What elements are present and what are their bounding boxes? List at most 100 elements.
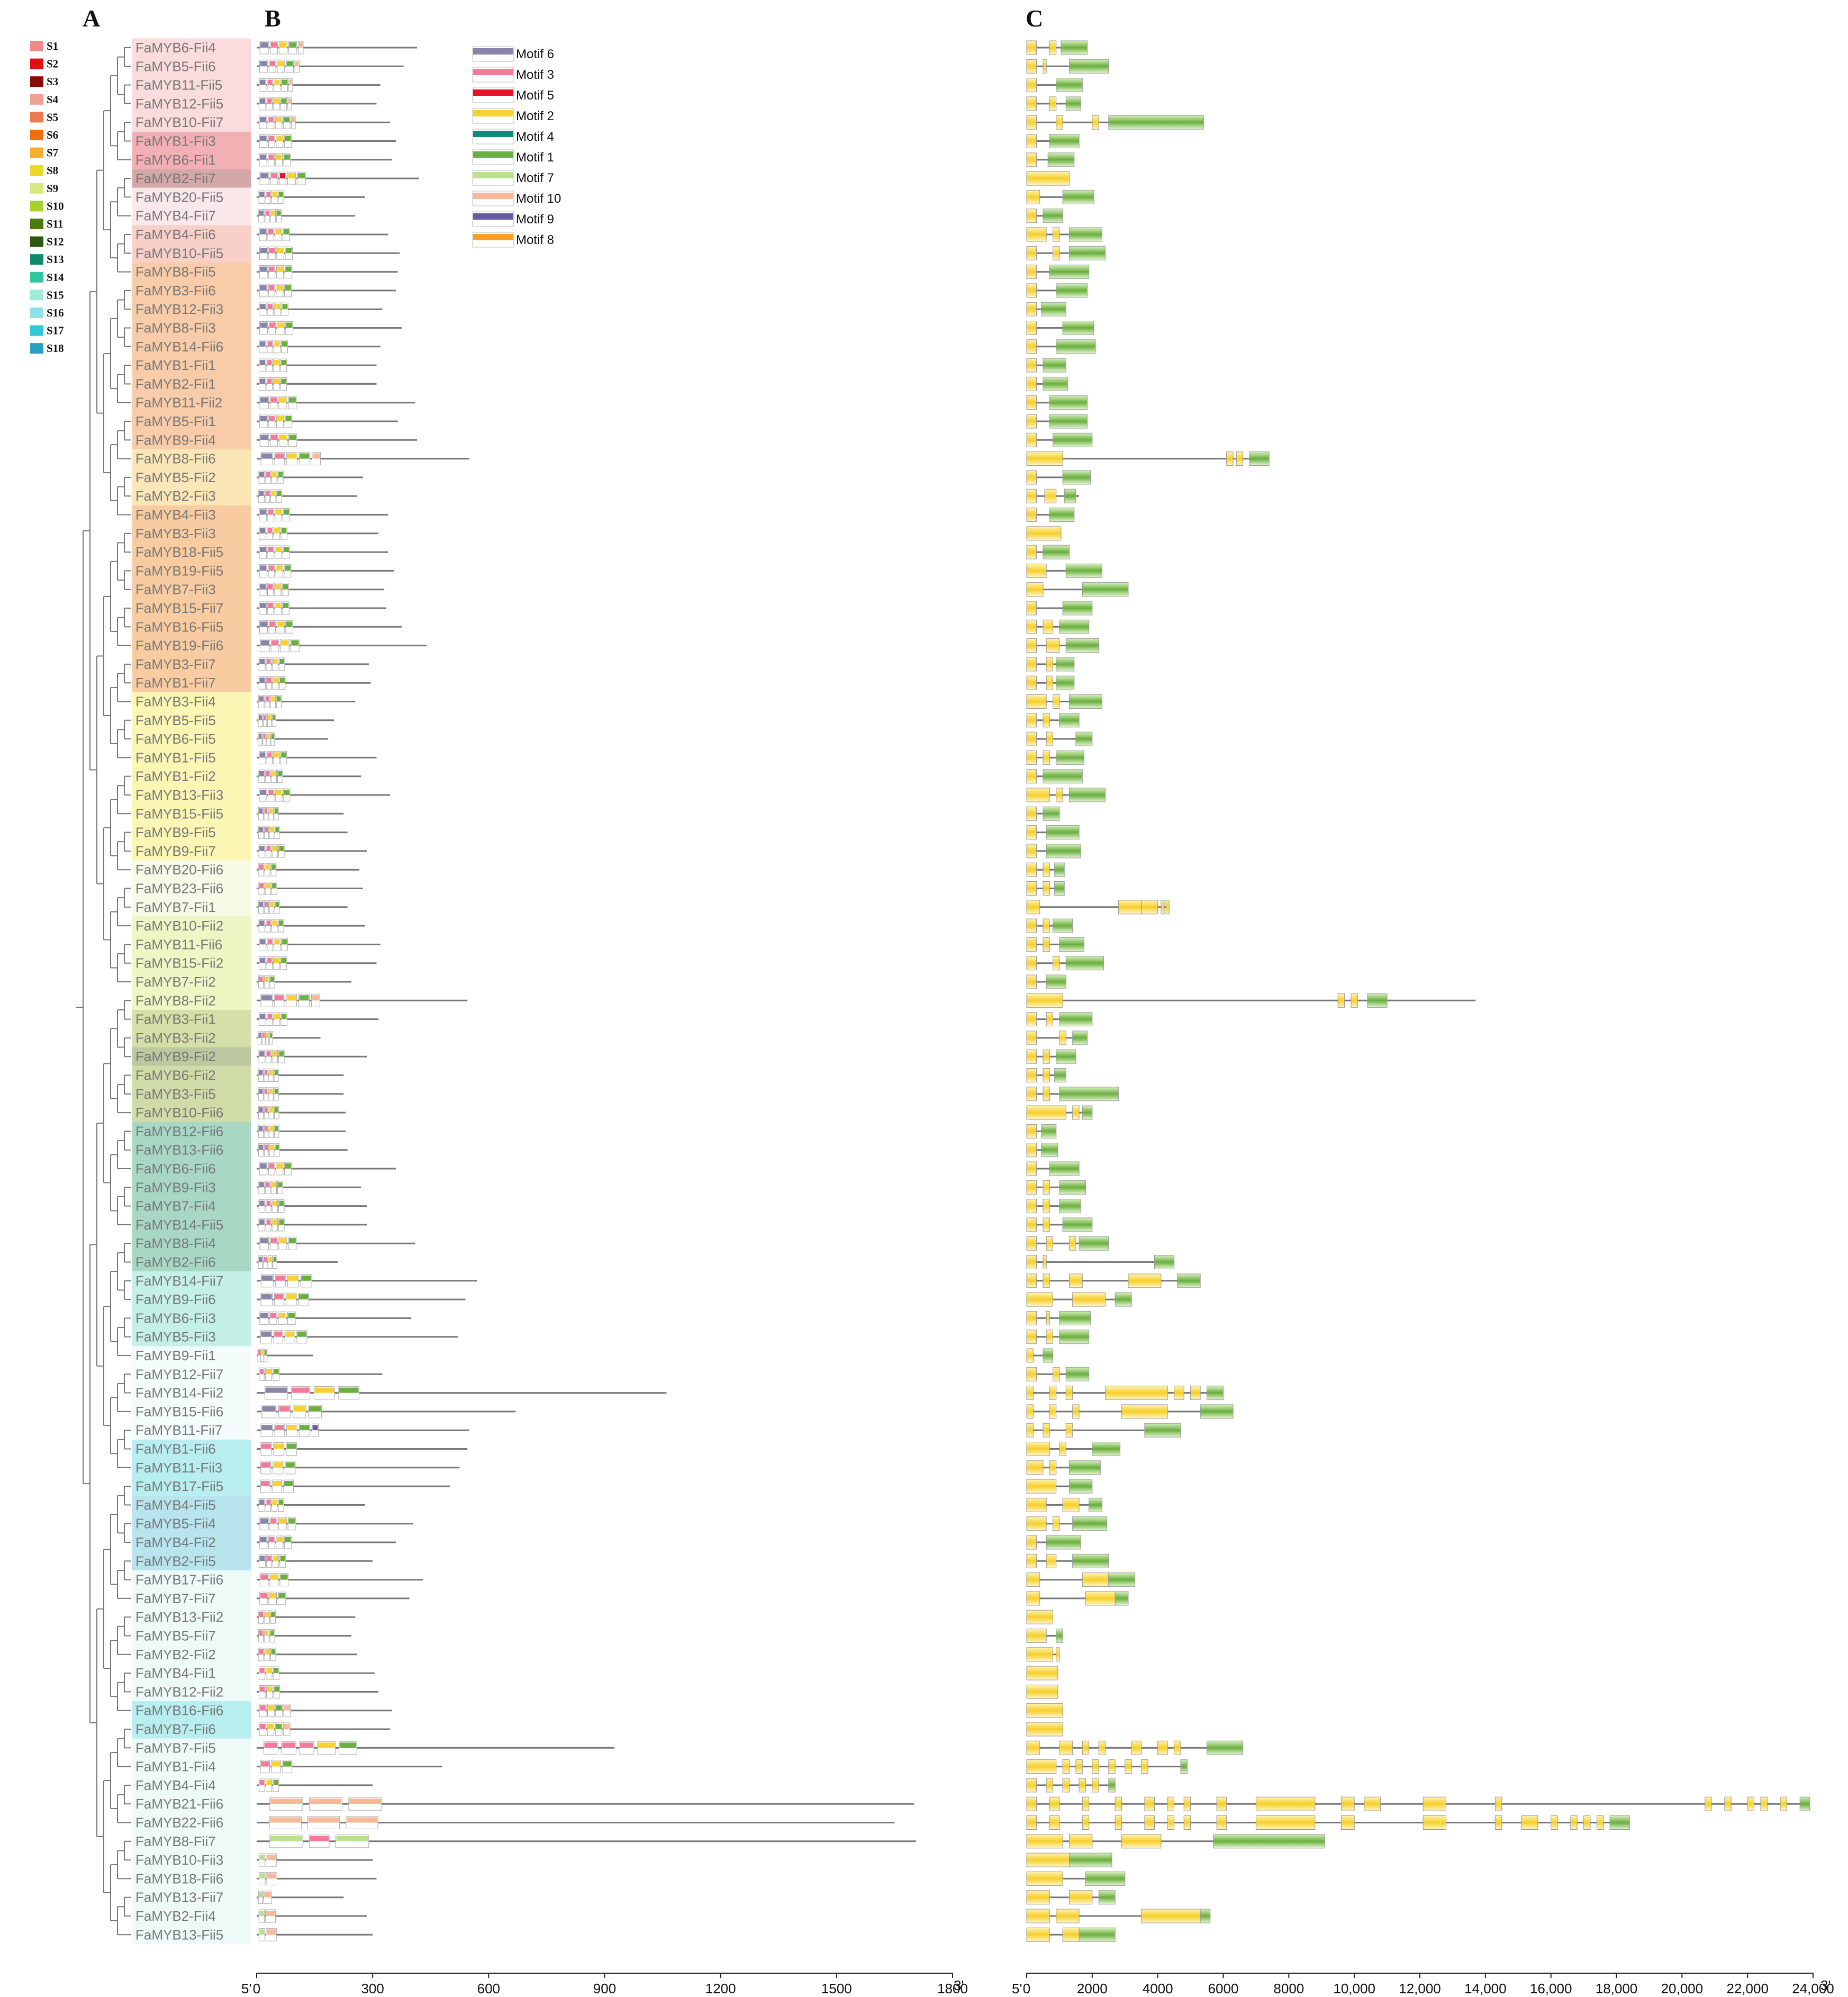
gene-structure-row: [1026, 414, 1088, 429]
subfamily-label: S9: [47, 182, 58, 195]
subfamily-highlight-box: [132, 1346, 251, 1440]
motif-box-fill: [272, 1761, 280, 1767]
motif-box-fill: [274, 1443, 284, 1449]
motif-box-fill: [269, 1088, 273, 1094]
gene-structure-row: [1026, 40, 1088, 55]
subfamily-highlight-box: [132, 1271, 251, 1347]
motif-box-fill: [268, 509, 274, 515]
gene-structure-row: [1026, 900, 1170, 915]
exon-box: [1367, 993, 1388, 1008]
motif-box-fill: [271, 864, 276, 870]
motif-box-fill: [276, 1724, 282, 1729]
motif-box-fill: [267, 1686, 272, 1692]
motif-legend-label: Motif 3: [516, 68, 554, 82]
subfamily-highlight-box: [132, 1439, 251, 1496]
subfamily-label: S15: [47, 288, 64, 301]
motif-box-fill: [259, 920, 265, 926]
gene-label: FaMYB7-Fii5: [135, 1740, 216, 1756]
exon-box: [1054, 862, 1065, 877]
motif-box-fill: [267, 658, 271, 664]
motif-box-fill: [261, 1294, 272, 1300]
motif-box-fill: [279, 1238, 286, 1244]
gene-structure-row: [1026, 619, 1090, 634]
exon-box: [1131, 1740, 1142, 1755]
motif-row: [257, 153, 392, 167]
motif-box-fill: [288, 397, 296, 403]
motif-row: [257, 564, 394, 577]
gene-label: FaMYB6-Fii3: [135, 1310, 216, 1326]
exon-box: [1226, 451, 1234, 466]
motif-box-fill: [265, 827, 268, 833]
gene-label: FaMYB12-Fii2: [135, 1684, 223, 1700]
motif-row: [257, 1592, 410, 1605]
axis-b-tick-label: 1500: [821, 1981, 852, 1996]
subfamily-highlight-box: [132, 1701, 251, 1739]
subfamily-label: S11: [47, 218, 64, 230]
motif-box-fill: [261, 1481, 270, 1487]
motif-box-fill: [271, 696, 275, 702]
exon-box: [1043, 1199, 1050, 1214]
exon-box: [1026, 1161, 1037, 1176]
exon-box: [1049, 1815, 1060, 1830]
exon-box: [1098, 1890, 1116, 1905]
motif-box-fill: [275, 1107, 279, 1113]
motif-row: [257, 900, 348, 914]
motif-row: [257, 975, 351, 989]
exon-box: [1059, 937, 1084, 952]
subfamily-label: S6: [47, 129, 58, 141]
axis-b-tick-label: 900: [593, 1981, 616, 1996]
exon-box: [1092, 1442, 1120, 1456]
exon-box: [1075, 1759, 1083, 1774]
exon-box: [1046, 1553, 1057, 1568]
exon-box: [1068, 694, 1102, 709]
exon-box: [1255, 1815, 1316, 1830]
exon-box: [1043, 750, 1050, 765]
motif-box-fill: [282, 341, 287, 347]
gene-label: FaMYB7-Fii6: [135, 1721, 216, 1737]
gene-label: FaMYB10-Fii2: [135, 918, 223, 934]
motif-row: [257, 1013, 379, 1026]
gene-label: FaMYB17-Fii5: [135, 1478, 223, 1494]
exon-box: [1043, 937, 1050, 952]
exon-box: [1049, 1796, 1060, 1811]
axis-c-tick-label: 24,000: [1792, 1981, 1834, 1996]
gene-label: FaMYB15-Fii6: [135, 1404, 223, 1420]
motif-box-fill: [276, 285, 283, 291]
gene-label: FaMYB2-Fii6: [135, 1254, 216, 1270]
exon-box: [1026, 1105, 1066, 1120]
motif-box-fill: [279, 1406, 290, 1412]
motif-box-fill: [259, 491, 264, 496]
gene-label: FaMYB19-Fii6: [135, 638, 223, 654]
exon-box: [1026, 1199, 1037, 1214]
motif-row: [257, 1554, 373, 1568]
motif-row: [257, 246, 400, 260]
gene-structure-row: [1026, 1479, 1093, 1494]
motif-box-fill: [266, 1499, 270, 1505]
subfamily-swatch: [30, 130, 43, 140]
motif-row: [257, 1610, 356, 1624]
exon-box: [1026, 1591, 1040, 1606]
motif-box-fill: [268, 1724, 274, 1729]
exon-box: [1053, 227, 1060, 242]
exon-box: [1596, 1815, 1604, 1830]
motif-box-fill: [259, 603, 266, 608]
motif-row: [257, 1143, 348, 1157]
exon-box: [1144, 1796, 1155, 1811]
motif-box-fill: [275, 1294, 284, 1300]
motif-box-fill: [259, 1892, 262, 1897]
exon-box: [1174, 1740, 1181, 1755]
gene-structure-row: [1026, 152, 1075, 167]
motif-box-fill: [270, 1518, 277, 1524]
gene-structure-row: [1026, 1591, 1129, 1606]
motif-box-fill: [259, 192, 265, 197]
motif-box-fill: [260, 154, 267, 160]
motif-box-fill: [279, 42, 287, 48]
exon-box: [1026, 209, 1037, 223]
motif-box-fill: [259, 79, 266, 85]
motif-row: [257, 78, 381, 92]
motif-box-fill: [288, 1275, 298, 1281]
exon-box: [1026, 96, 1037, 111]
gene-label: FaMYB10-Fii5: [135, 245, 223, 261]
gene-structure-row: [1026, 1815, 1630, 1830]
exon-box: [1026, 1442, 1050, 1456]
